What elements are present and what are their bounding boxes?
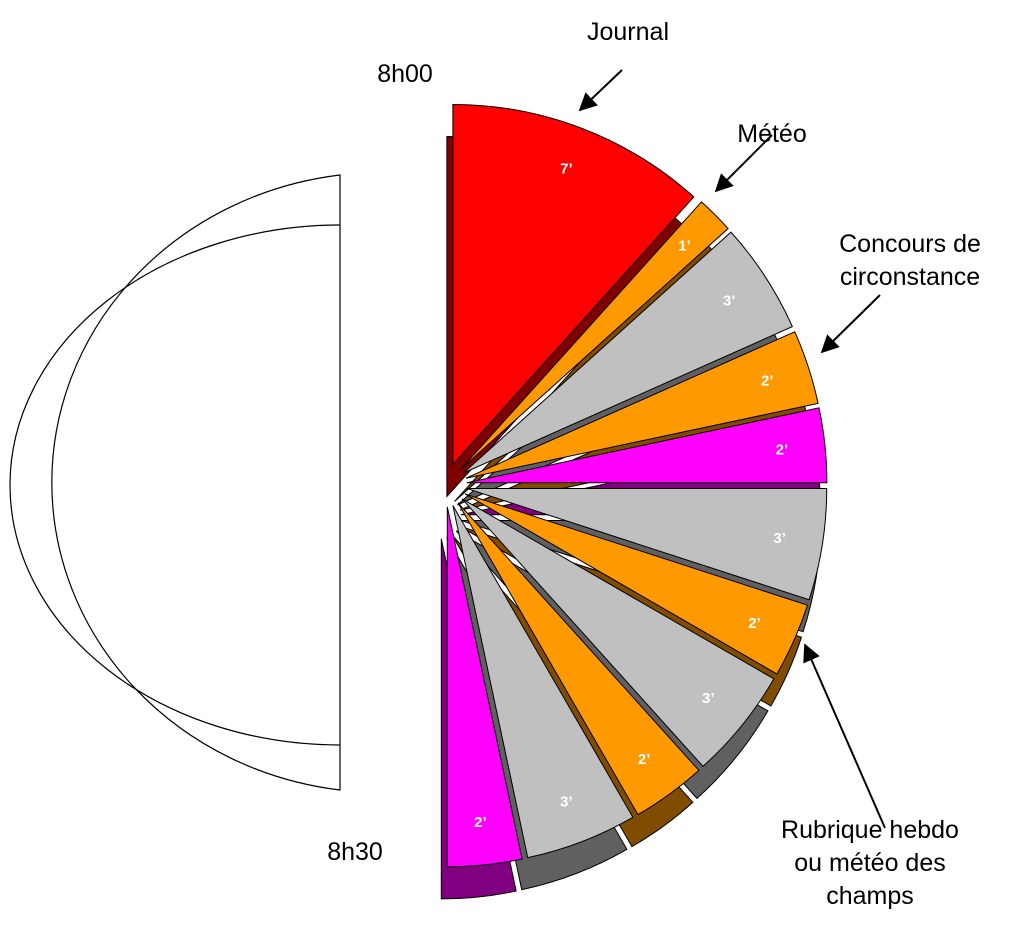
annotation: circonstance bbox=[840, 263, 980, 291]
slice bbox=[452, 505, 634, 859]
slice-group bbox=[446, 103, 695, 498]
annotation: Météo bbox=[737, 120, 806, 148]
start-label: 8h00 bbox=[377, 60, 433, 88]
slice bbox=[463, 231, 793, 474]
value-label: 2’ bbox=[748, 615, 761, 632]
value-label: 2’ bbox=[776, 442, 789, 459]
annotation: ou météo des bbox=[794, 849, 946, 877]
slice-group bbox=[457, 231, 793, 506]
slice bbox=[466, 487, 828, 601]
value-label: 2’ bbox=[761, 372, 774, 389]
value-label: 3’ bbox=[723, 292, 736, 309]
value-label: 3’ bbox=[702, 690, 715, 707]
slice bbox=[452, 103, 695, 466]
slice bbox=[465, 331, 819, 479]
slice bbox=[446, 506, 523, 868]
arrows bbox=[578, 69, 886, 829]
annotation: Journal bbox=[587, 18, 669, 46]
value-label: 2’ bbox=[638, 751, 651, 768]
value-label: 7’ bbox=[560, 161, 573, 178]
slice-group bbox=[446, 505, 634, 891]
annotation: Concours de bbox=[839, 230, 981, 258]
slice bbox=[464, 493, 809, 675]
value-label: 3’ bbox=[773, 530, 786, 547]
slice-group bbox=[440, 506, 523, 900]
annotation: champs bbox=[826, 882, 914, 910]
value-label: 2’ bbox=[474, 814, 487, 831]
value-label: 1’ bbox=[678, 237, 691, 254]
end-label: 8h30 bbox=[327, 838, 383, 866]
slice bbox=[457, 502, 700, 816]
slice bbox=[466, 407, 828, 484]
slice bbox=[461, 498, 775, 768]
annotation: Rubrique hebdo bbox=[781, 816, 959, 844]
value-label: 3’ bbox=[560, 793, 573, 810]
empty-half bbox=[9, 174, 341, 791]
slice bbox=[460, 201, 729, 470]
